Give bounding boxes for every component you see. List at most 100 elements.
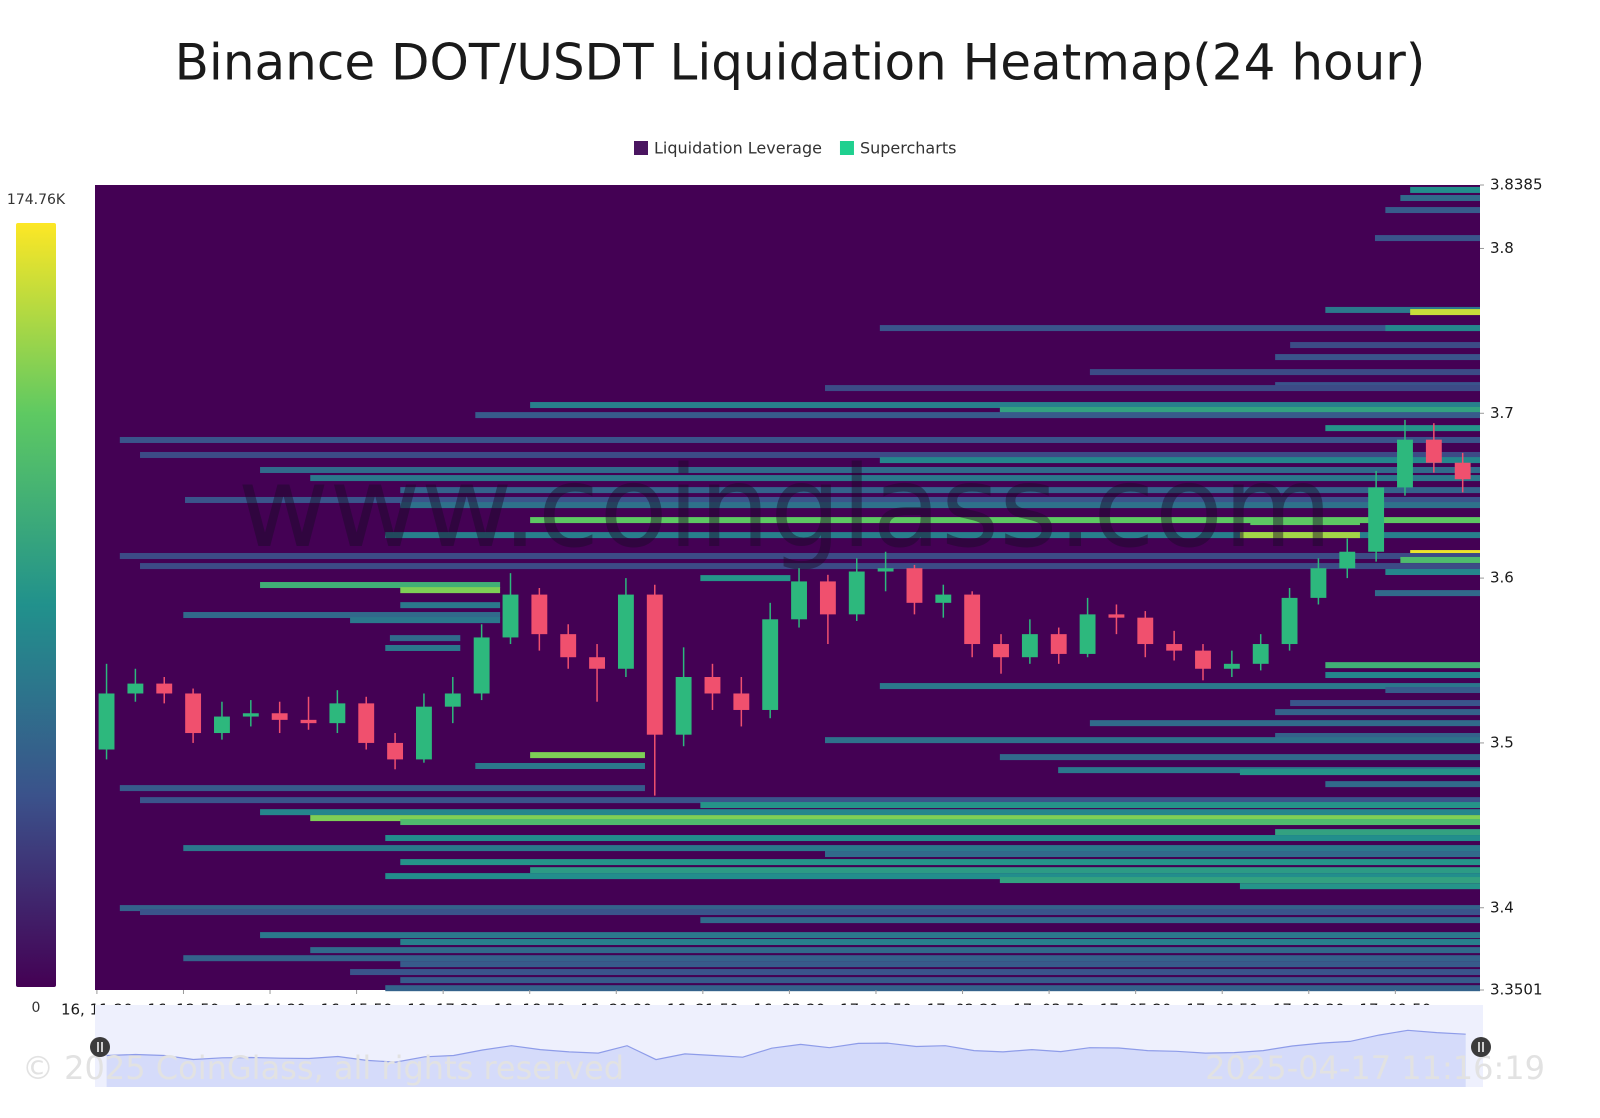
heatmap-cell	[400, 602, 501, 609]
heatmap-cell	[1089, 369, 1480, 376]
legend-label: Supercharts	[860, 139, 956, 158]
heatmap-cell	[1325, 662, 1480, 669]
heatmap-cell	[999, 754, 1480, 761]
candle-body	[1252, 644, 1269, 664]
heatmap-cell	[999, 877, 1480, 884]
candle-body	[214, 716, 230, 734]
y-tick-label: 3.8	[1490, 239, 1514, 257]
heatmap-cell	[400, 977, 1480, 984]
heatmap-cell	[530, 867, 1480, 874]
heatmap-cell	[183, 845, 1481, 852]
candle-body	[1108, 614, 1125, 618]
candle-body	[848, 571, 865, 615]
navigator-handle[interactable]	[1471, 1037, 1491, 1057]
candle-body	[185, 693, 202, 734]
candle-body	[589, 657, 605, 669]
heatmap-cell	[1385, 569, 1480, 576]
candle-body	[156, 683, 173, 694]
navigator	[95, 1005, 1483, 1087]
candle-body	[646, 594, 663, 735]
y-tick-label: 3.3501	[1490, 981, 1543, 999]
heatmap-cell	[385, 532, 1480, 539]
heatmap-cell	[1275, 354, 1480, 361]
candle-body	[1050, 634, 1067, 654]
candle-body	[1223, 663, 1240, 669]
heatmap-cell	[385, 835, 1480, 842]
y-tick-label: 3.6	[1490, 569, 1514, 587]
heatmap-cell	[400, 961, 1480, 968]
heatmap-cell	[825, 737, 1480, 744]
heatmap-cell	[1325, 672, 1480, 679]
candle-body	[964, 594, 981, 645]
candle-body	[935, 594, 952, 603]
y-tick-label: 3.5	[1490, 733, 1514, 751]
candle-body	[531, 594, 548, 635]
candle-body	[704, 676, 721, 694]
heatmap-cell	[260, 466, 1480, 473]
heatmap-cell	[879, 457, 1480, 464]
candle-body	[416, 706, 432, 760]
heatmap-cell	[400, 939, 1480, 946]
heatmap-cell	[999, 406, 1480, 413]
footer: © 2025 CoinGlass, all rights reserved	[22, 1049, 624, 1087]
heatmap-cell	[1275, 733, 1480, 740]
heatmap-cell	[1275, 829, 1480, 836]
heatmap-cell	[400, 587, 501, 594]
heatmap-cell	[183, 612, 501, 619]
heatmap-cell	[350, 969, 1481, 976]
heatmap-cell	[1374, 235, 1480, 242]
candle-body	[1195, 650, 1211, 669]
navigator-area	[106, 1030, 1466, 1087]
heatmap-cell	[400, 859, 1480, 866]
heatmap-cell	[260, 809, 1480, 816]
heatmap-cell	[1385, 687, 1480, 694]
candle-body	[271, 713, 288, 720]
colorbar-label: 174.76K	[7, 192, 66, 208]
heatmap-cell	[350, 617, 501, 624]
heatmap-cell	[310, 947, 1480, 954]
timestamp: 2025-04-17 11:16:19	[1205, 1049, 1545, 1087]
heatmap-cell	[400, 502, 1480, 509]
candle-body	[98, 693, 115, 750]
candle-body	[993, 644, 1009, 658]
heatmap-cell	[1239, 769, 1480, 776]
candle-body	[242, 713, 259, 717]
heatmap-cell	[400, 487, 1480, 494]
candle-body	[127, 683, 144, 694]
candle-body	[1281, 597, 1298, 645]
heatmap-cell	[825, 851, 1480, 858]
candle-body	[473, 637, 490, 694]
candle-body	[1310, 568, 1327, 598]
candle-body	[1339, 551, 1356, 569]
heatmap-cell	[1400, 195, 1480, 202]
candle-body	[675, 676, 692, 735]
candle-body	[387, 742, 404, 760]
heatmap-cell	[260, 932, 1480, 939]
candle-body	[1166, 644, 1183, 651]
heatmap-cell	[1400, 556, 1480, 563]
heatmap-cell	[1325, 425, 1480, 432]
candle-body	[1397, 439, 1413, 488]
candle-body	[791, 581, 807, 620]
colorbar-label: 0	[32, 1000, 41, 1016]
candle-body	[358, 703, 375, 743]
heatmap-cell	[140, 563, 1481, 570]
candle-body	[1137, 617, 1154, 645]
y-tick-label: 3.8385	[1490, 176, 1543, 194]
candle-body	[762, 619, 779, 710]
heatmap-cell	[185, 496, 1480, 503]
navigator-handle[interactable]	[90, 1037, 110, 1057]
heatmap-cell	[1325, 781, 1480, 788]
heatmap-cell	[700, 802, 1480, 809]
heatmap-cell	[140, 909, 1481, 916]
heatmap-cell	[1325, 306, 1480, 313]
heatmap-cell	[310, 475, 1480, 482]
heatmap-cell	[1385, 325, 1480, 332]
candle-body	[877, 568, 894, 572]
heatmap-cell	[1290, 700, 1480, 707]
candle-body	[300, 719, 317, 724]
heatmap-cell	[1374, 590, 1480, 597]
legend: Liquidation Leverage Supercharts	[634, 139, 956, 158]
candle-body	[906, 568, 923, 603]
candle-body	[1079, 614, 1096, 654]
